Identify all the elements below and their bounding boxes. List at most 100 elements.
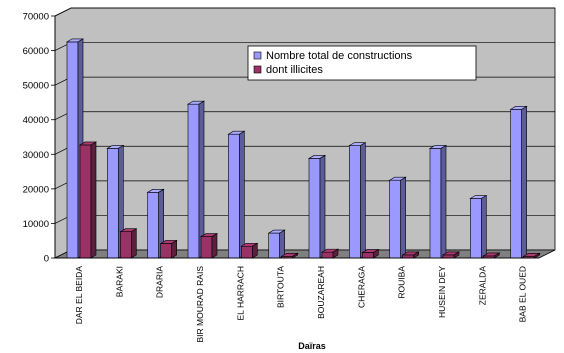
x-tick-label: BARAKI — [114, 266, 124, 297]
bar-front — [268, 232, 280, 259]
bar — [240, 242, 259, 259]
bar — [106, 144, 125, 259]
bar-side — [319, 154, 326, 259]
bar-front — [470, 198, 482, 259]
bar-front — [349, 145, 361, 259]
bar-side — [252, 242, 258, 259]
bar-front — [510, 109, 522, 259]
bar-side — [521, 105, 527, 259]
y-tick-label: 0 — [44, 254, 49, 265]
x-tick-label: EL HARRACH — [235, 266, 245, 320]
bar-side — [90, 141, 97, 259]
bar-side — [373, 248, 379, 259]
x-tick-label: DRARIA — [155, 266, 165, 298]
y-tick-label: 30000 — [23, 150, 49, 161]
bar — [348, 142, 367, 259]
y-tick-label: 50000 — [23, 81, 49, 92]
x-tick-label: HUSEIN DEY — [437, 266, 447, 318]
bar-front — [321, 251, 334, 259]
bar — [361, 248, 380, 259]
category-group — [106, 144, 138, 259]
legend-label: dont illicites — [266, 64, 323, 76]
x-tick-label: BAB EL OUED — [518, 266, 528, 322]
bar — [307, 154, 327, 259]
bar-front — [442, 254, 455, 259]
gridline — [54, 7, 555, 17]
y-tick-label: 70000 — [23, 12, 49, 23]
x-tick-label: BIR MOURAD RAIS — [195, 266, 205, 343]
bar — [522, 252, 541, 259]
y-tick-label: 60000 — [23, 46, 49, 57]
bar-front — [160, 243, 172, 259]
category-group — [388, 176, 420, 259]
bar-side — [413, 251, 419, 259]
x-tick-label: DAR EL BEIDA — [74, 266, 84, 325]
category-group — [428, 144, 461, 259]
bar-side — [534, 252, 540, 259]
bar-side — [198, 100, 205, 259]
bar-side — [292, 252, 298, 259]
legend-label: Nombre total de constructions — [266, 50, 413, 62]
bar — [159, 239, 178, 259]
y-axis: 0 10000 20000 30000 40000 50000 60000 70000 — [23, 12, 55, 265]
bar — [227, 130, 246, 259]
bar-side — [494, 252, 500, 259]
bar — [199, 233, 219, 259]
bar-front — [308, 158, 321, 259]
bar-side — [453, 251, 460, 259]
x-tick-label: ROUIBA — [397, 266, 407, 299]
x-tick-label: ZERALDA — [477, 266, 487, 306]
bar-side — [481, 195, 487, 259]
x-tick-label: BOUZAREAH — [316, 266, 326, 319]
bar — [469, 195, 488, 259]
bar-side — [440, 144, 447, 259]
x-axis: DAR EL BEIDA BARAKI DRARIA BIR MOURAD RAIS E… — [55, 257, 539, 343]
bar-front — [107, 148, 119, 259]
bar — [482, 252, 501, 259]
bar — [186, 100, 206, 259]
bar-side — [211, 233, 218, 259]
bar-front — [429, 148, 442, 259]
bar-front — [241, 245, 253, 259]
category-group — [267, 229, 299, 259]
bar — [119, 228, 138, 259]
bar — [388, 176, 407, 259]
x-tick-label: BIRTOUTA — [276, 266, 286, 308]
bar — [146, 188, 165, 259]
bar-front — [147, 192, 159, 259]
category-group — [146, 188, 178, 259]
bar-front — [120, 231, 132, 259]
bar-front — [187, 103, 200, 259]
legend: Nombre total de constructions dont illici… — [247, 45, 477, 81]
bar-front — [66, 41, 79, 259]
bar — [78, 141, 98, 259]
bar-front — [389, 179, 401, 259]
bar-side — [332, 248, 339, 259]
x-axis-title: Daïras — [298, 341, 326, 351]
bar — [401, 251, 420, 259]
bar — [280, 252, 299, 259]
bar-front — [362, 252, 374, 259]
category-group — [227, 130, 259, 259]
legend-swatch — [253, 65, 262, 74]
x-tick-label: CHERAGA — [356, 266, 366, 308]
bar — [267, 229, 286, 259]
bar-front — [402, 254, 414, 259]
bar — [428, 144, 448, 259]
y-tick-label: 10000 — [23, 219, 49, 230]
y-tick-label: 40000 — [23, 115, 49, 126]
bar — [320, 248, 340, 259]
bar-side — [279, 229, 285, 259]
category-group — [469, 195, 501, 259]
bar-front — [228, 133, 240, 259]
bar — [509, 105, 528, 259]
legend-box — [247, 45, 477, 81]
legend-swatch — [253, 51, 262, 60]
bar-side — [360, 142, 366, 259]
bar-side — [400, 176, 406, 259]
bar-side — [171, 239, 177, 259]
bar-front — [79, 144, 92, 259]
bar-side — [131, 228, 137, 259]
bar-side — [239, 130, 245, 259]
